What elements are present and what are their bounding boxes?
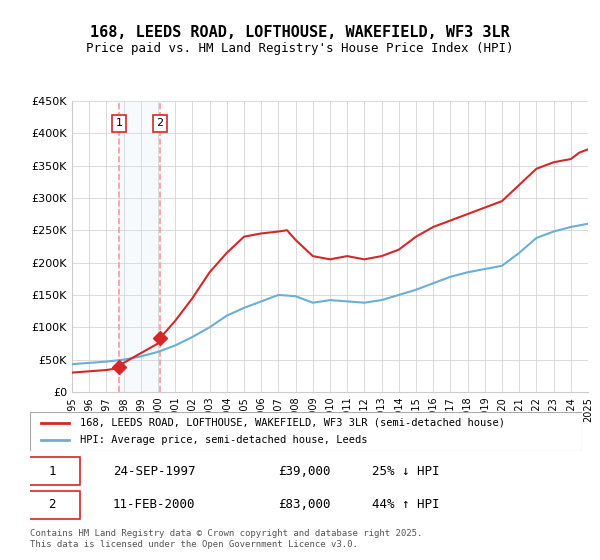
FancyBboxPatch shape [30,412,582,451]
FancyBboxPatch shape [25,457,80,485]
Text: £83,000: £83,000 [278,498,331,511]
Bar [119,101,160,392]
Text: Contains HM Land Registry data © Crown copyright and database right 2025.
This d: Contains HM Land Registry data © Crown c… [30,529,422,549]
FancyBboxPatch shape [25,491,80,519]
Text: 2: 2 [49,498,56,511]
Text: 25% ↓ HPI: 25% ↓ HPI [372,465,440,478]
Text: 1: 1 [115,119,122,128]
Text: 168, LEEDS ROAD, LOFTHOUSE, WAKEFIELD, WF3 3LR: 168, LEEDS ROAD, LOFTHOUSE, WAKEFIELD, W… [90,25,510,40]
Text: HPI: Average price, semi-detached house, Leeds: HPI: Average price, semi-detached house,… [80,435,367,445]
Text: £39,000: £39,000 [278,465,331,478]
Text: 168, LEEDS ROAD, LOFTHOUSE, WAKEFIELD, WF3 3LR (semi-detached house): 168, LEEDS ROAD, LOFTHOUSE, WAKEFIELD, W… [80,418,505,428]
Text: 44% ↑ HPI: 44% ↑ HPI [372,498,440,511]
Text: 1: 1 [49,465,56,478]
Text: Price paid vs. HM Land Registry's House Price Index (HPI): Price paid vs. HM Land Registry's House … [86,42,514,55]
Text: 11-FEB-2000: 11-FEB-2000 [113,498,196,511]
Text: 2: 2 [157,119,163,128]
Text: 24-SEP-1997: 24-SEP-1997 [113,465,196,478]
